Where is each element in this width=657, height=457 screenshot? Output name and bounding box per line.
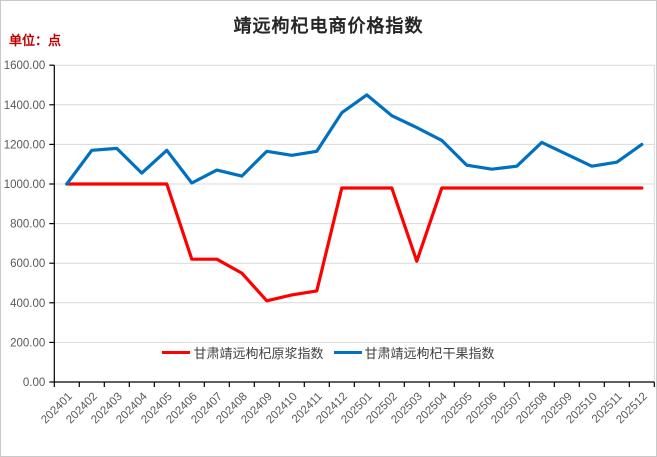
red-line-legend-marker bbox=[162, 351, 191, 354]
y-axis-label: 0.00 bbox=[23, 377, 45, 389]
unit-label: 单位：点 bbox=[9, 33, 62, 48]
y-axis-label: 600.00 bbox=[10, 258, 45, 270]
y-axis-label: 1200.00 bbox=[4, 139, 46, 151]
legend-item-raw-pulp: 甘肃靖远枸杞原浆指数 bbox=[162, 343, 324, 362]
y-axis-label: 200.00 bbox=[10, 337, 45, 349]
legend-label-raw-pulp: 甘肃靖远枸杞原浆指数 bbox=[193, 346, 324, 361]
series-line-dried-fruit bbox=[65, 93, 644, 186]
legend-item-dried-fruit: 甘肃靖远枸杞干果指数 bbox=[333, 343, 495, 362]
legend-label-dried-fruit: 甘肃靖远枸杞干果指数 bbox=[364, 346, 495, 361]
page-title: 靖远枸杞电商价格指数 bbox=[233, 16, 424, 36]
y-axis-label: 1400.00 bbox=[4, 100, 46, 112]
chart-legend: 甘肃靖远枸杞原浆指数 甘肃靖远枸杞干果指数 bbox=[1, 343, 656, 362]
y-axis-label: 1600.00 bbox=[4, 60, 46, 72]
y-axis-label: 400.00 bbox=[10, 298, 45, 310]
y-axis-label: 1000.00 bbox=[4, 179, 46, 191]
series-line-raw-pulp bbox=[65, 182, 644, 303]
blue-line-legend-marker bbox=[333, 351, 362, 354]
y-axis-label: 800.00 bbox=[10, 219, 45, 231]
